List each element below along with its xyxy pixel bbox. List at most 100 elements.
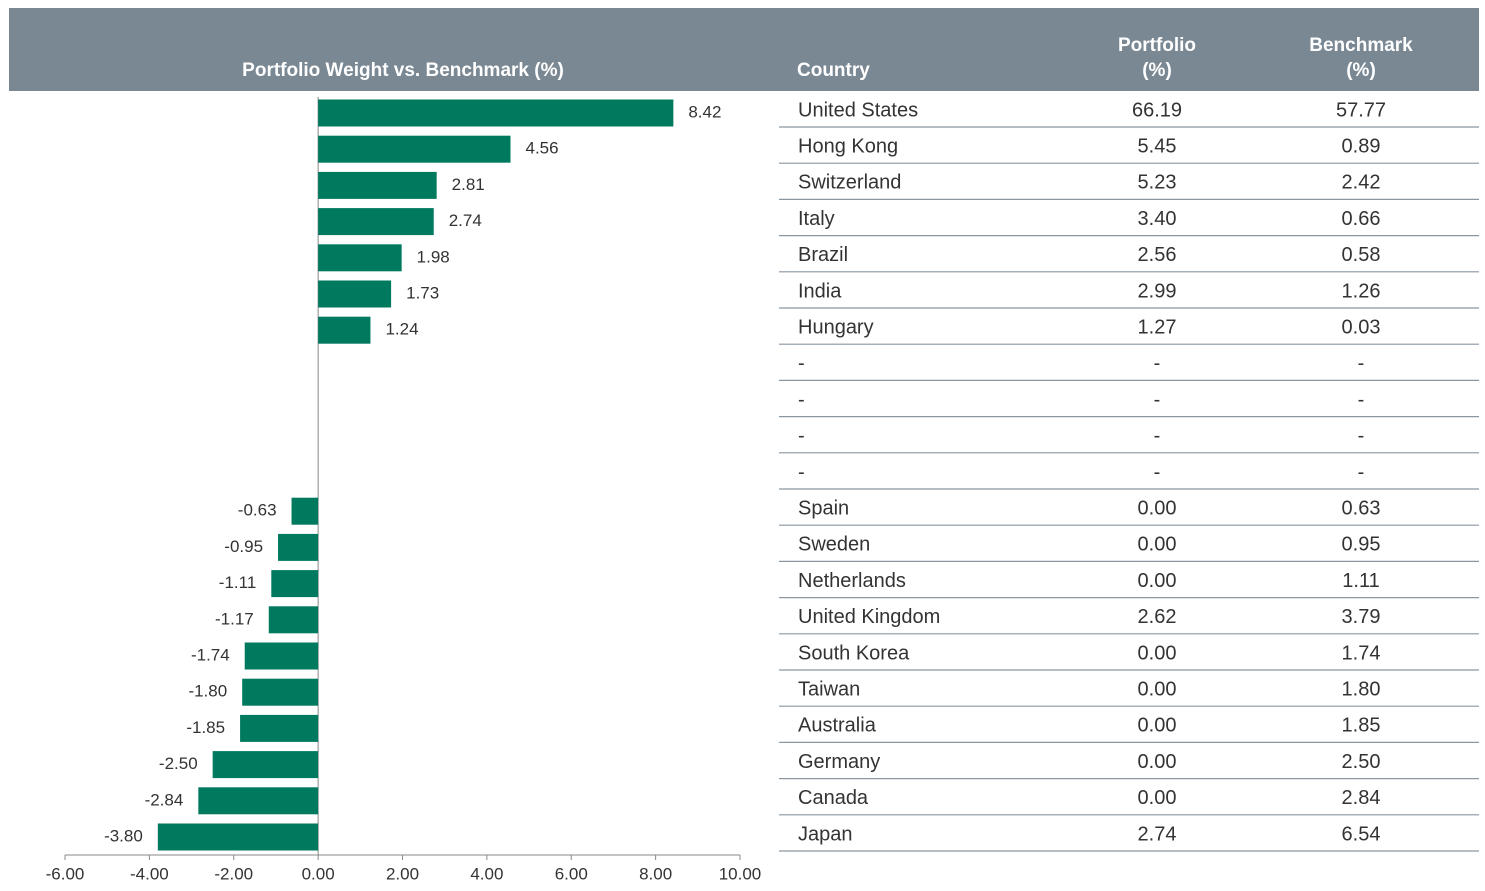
table-cell: Switzerland [798,172,901,194]
bar [318,135,511,163]
table-cell: Canada [798,787,869,809]
bar [278,533,319,561]
table-cell: 1.27 [1138,316,1177,338]
bar [244,642,319,670]
table-cell: 0.58 [1342,244,1381,266]
value-label: -1.74 [191,645,230,664]
table-cell: Hungary [798,316,874,338]
value-label: -1.80 [188,682,227,701]
x-tick-label: 4.00 [470,864,503,883]
value-label: -0.63 [238,501,277,520]
bar [198,787,319,815]
value-label: 1.98 [417,247,450,266]
value-label: -2.84 [145,790,184,809]
value-label: 1.24 [385,320,418,339]
table-cell: 0.00 [1138,642,1177,664]
x-tick-label: -6.00 [46,864,85,883]
bar [268,606,319,634]
table-cell: South Korea [798,642,910,664]
table-cell: 2.50 [1342,751,1381,773]
x-tick-label: 8.00 [639,864,672,883]
bar [271,570,319,598]
table-cell: 0.00 [1138,570,1177,592]
table-cell: 0.00 [1138,715,1177,737]
bar [318,208,434,236]
column-header: (%) [1346,60,1376,81]
table-cell: Netherlands [798,570,906,592]
column-header: Portfolio [1118,35,1196,56]
table-cell: Hong Kong [798,135,898,157]
table-cell: 2.74 [1138,823,1177,845]
table-cell: 0.00 [1138,497,1177,519]
value-label: -3.80 [104,826,143,845]
column-header: (%) [1142,60,1172,81]
table-cell: 0.03 [1342,316,1381,338]
table-cell: India [798,280,842,302]
table-cell: - [798,389,805,411]
table-cell: United States [798,99,918,121]
table-cell: - [1358,389,1365,411]
table-cell: Spain [798,497,849,519]
table-cell: 1.85 [1342,715,1381,737]
x-tick-label: 0.00 [302,864,335,883]
table-cell: 3.79 [1342,606,1381,628]
value-label: 2.81 [452,175,485,194]
table-cell: - [1154,425,1161,447]
table-cell: - [1154,389,1161,411]
x-tick-label: 6.00 [555,864,588,883]
table-cell: 2.56 [1138,244,1177,266]
x-tick-label: -4.00 [130,864,169,883]
table-cell: Taiwan [798,678,860,700]
table-cell: Brazil [798,244,848,266]
table-cell: 1.80 [1342,678,1381,700]
table-cell: - [1358,353,1365,375]
value-label: -1.85 [186,718,225,737]
table-cell: - [1154,353,1161,375]
table-cell: - [798,461,805,483]
table-cell: 57.77 [1336,99,1386,121]
table-cell: 5.45 [1138,135,1177,157]
value-label: 1.73 [406,283,439,302]
value-label: -1.17 [215,609,254,628]
x-tick-label: -2.00 [214,864,253,883]
table-cell: 0.63 [1342,497,1381,519]
table-cell: 0.00 [1138,678,1177,700]
table-cell: 0.95 [1342,534,1381,556]
column-header: Country [797,60,870,81]
table-cell: 2.84 [1342,787,1381,809]
table-cell: Italy [798,208,835,230]
bar [240,714,319,742]
bar [318,280,392,308]
table-cell: - [798,425,805,447]
value-label: -1.11 [219,573,257,592]
table-cell: United Kingdom [798,606,940,628]
table-cell: Sweden [798,534,870,556]
table-cell: 1.26 [1342,280,1381,302]
table-cell: 2.99 [1138,280,1177,302]
table-cell: - [798,353,805,375]
bar [318,316,371,344]
table-cell: Australia [798,715,877,737]
table-cell: 2.62 [1138,606,1177,628]
bar [318,244,402,272]
table-cell: 1.11 [1342,570,1379,592]
table-cell: - [1358,461,1365,483]
bar [318,171,437,199]
value-label: -0.95 [224,537,263,556]
bar [242,678,319,706]
header-bar [9,8,1479,91]
table-cell: - [1154,461,1161,483]
value-label: 2.74 [449,211,482,230]
bar [318,99,674,127]
table-cell: 0.89 [1342,135,1381,157]
table-cell: 1.74 [1342,642,1381,664]
x-tick-label: 10.00 [719,864,762,883]
table-cell: 3.40 [1138,208,1177,230]
x-tick-label: 2.00 [386,864,419,883]
table-cell: 0.66 [1342,208,1381,230]
table-cell: 0.00 [1138,534,1177,556]
bar [291,497,319,525]
table-cell: 66.19 [1132,99,1182,121]
